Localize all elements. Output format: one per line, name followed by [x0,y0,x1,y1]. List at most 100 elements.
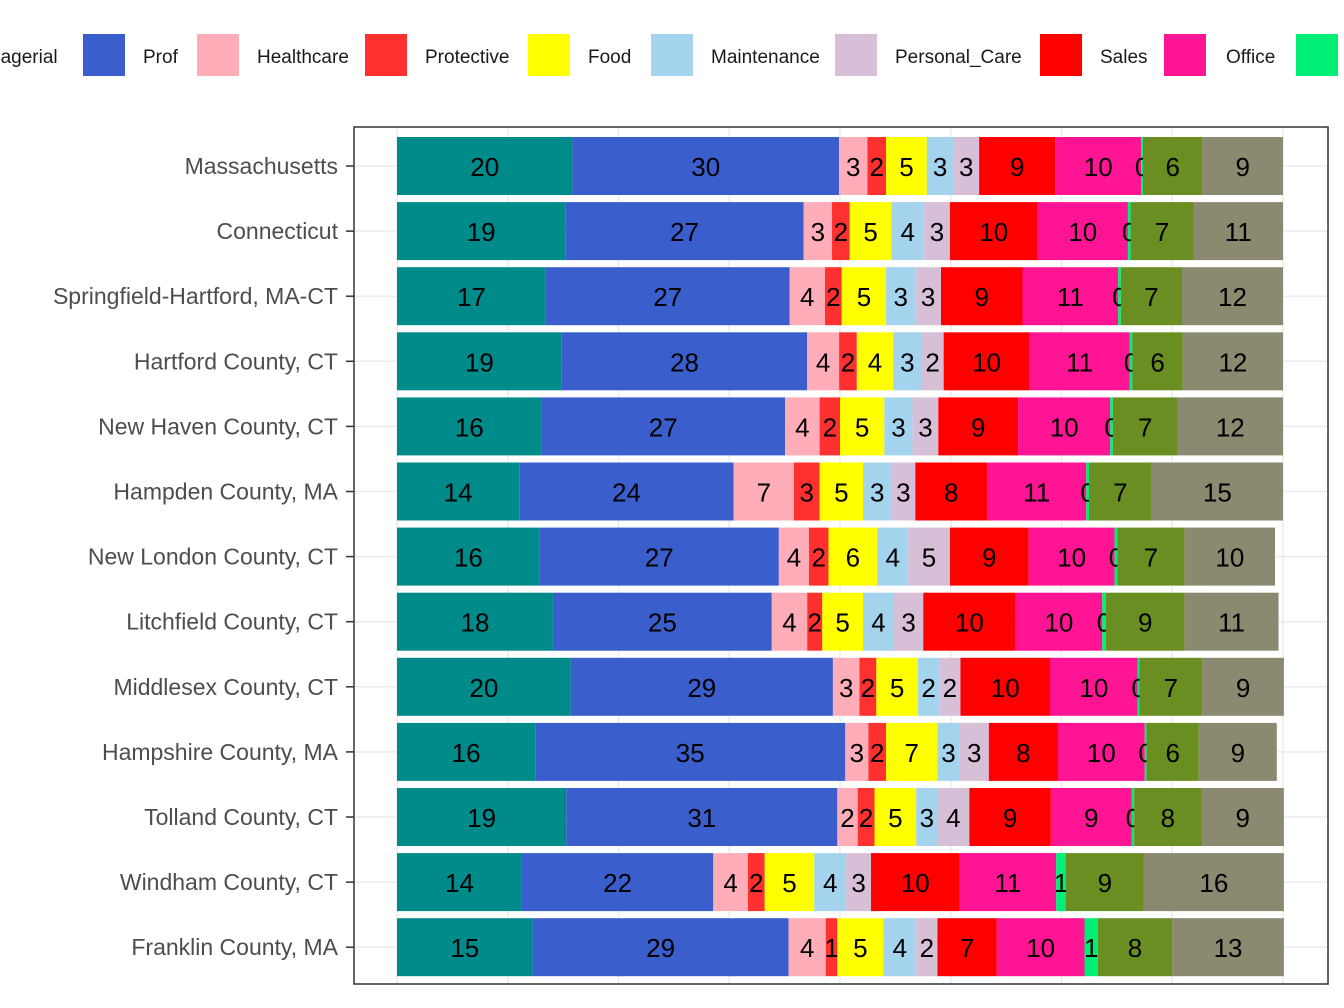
bar-segment-office [959,853,1057,912]
bar-segment-construction [1065,853,1144,912]
data-label: 3 [941,738,955,768]
bar-segment-prof [545,267,790,326]
bar-segment-maintenance [926,137,954,195]
bar-segment-farming [1129,332,1133,391]
bar-segment-office [1018,397,1111,456]
bar-segment-farming [1131,788,1135,846]
data-label: 28 [670,347,699,377]
bar-segment-protective [868,722,887,781]
data-label: 9 [1236,673,1250,703]
bar-segment-personal-care [937,788,970,846]
bar-row: 19 28 4 2 4 3 2 10 11 0 6 12 [397,332,1283,391]
data-label: 11 [1066,347,1093,377]
bar-segment-sales [923,592,1016,651]
bar-segment-food [819,462,864,521]
data-label: 22 [603,868,632,898]
bar-segment-office [1029,332,1130,391]
bar-segment-prof [566,788,838,846]
legend-swatch [1296,34,1338,76]
data-label: 13 [1214,933,1243,963]
data-label: 4 [800,933,814,963]
data-label: 19 [467,217,496,247]
data-label: 3 [930,217,944,247]
bar-segment-protective [747,853,765,912]
bar-segment-protective [825,918,838,977]
data-label: 24 [612,478,641,508]
legend-swatch [651,34,693,76]
data-label: 4 [823,868,837,898]
bar-segment-prof [539,527,779,586]
bar-row: 20 29 3 2 5 2 2 10 10 0 7 9 [397,657,1284,716]
bar-segment-prof [565,202,804,261]
bar-segment-construction [1117,527,1185,586]
bar-segment-sales [960,657,1050,716]
data-label: 16 [455,412,484,442]
legend-item-protective: Protective [365,34,509,76]
bar-segment-personal-care [953,137,980,195]
bar-segment-food [876,657,918,716]
y-tick-label: Hampshire County, MA [102,739,339,765]
bar-segment-farming [1056,853,1066,912]
bar-segment-farming [1137,657,1140,716]
data-label: 4 [901,217,915,247]
bar-segment-sales [943,332,1030,391]
bar-segment-protective [793,462,820,521]
data-label: 4 [816,347,830,377]
bar-segment-healthcare [789,267,825,326]
bar-segment-office [996,918,1085,977]
bar-segment-healthcare [807,332,840,391]
bar-segment-maintenance [884,397,913,456]
data-label: 5 [857,282,871,312]
legend-swatch [1164,34,1206,76]
bar-segment-office [1049,657,1138,716]
bar-segment-production [1184,527,1276,586]
data-label: 27 [649,412,678,442]
data-label: 17 [457,282,486,312]
bar-segment-healthcare [733,462,794,521]
data-label: 10 [1087,738,1116,768]
data-label: 7 [1144,543,1158,573]
data-label: 3 [933,152,947,182]
data-label: 7 [1144,282,1158,312]
data-label: 2 [870,152,884,182]
data-label: 9 [975,282,989,312]
data-label: 2 [834,217,848,247]
bar-segment-healthcare [713,853,748,912]
data-label: 27 [670,217,699,247]
data-label: 29 [687,673,716,703]
bar-segment-protective [867,137,887,195]
data-label: 11 [994,868,1021,898]
data-label: 16 [1199,868,1228,898]
data-label: 5 [855,412,869,442]
bar-row: 14 22 4 2 5 4 3 10 11 1 9 16 [397,853,1284,912]
legend-label: Prof [143,47,179,68]
data-label: 10 [1079,673,1108,703]
legend: nagerial Prof Healthcare Protective Food Main… [0,34,1338,76]
legend-label: nagerial [0,47,58,68]
data-label: 3 [846,152,860,182]
data-label: 20 [470,152,499,182]
legend-item-prof: Prof [83,34,179,76]
data-label: 4 [723,868,737,898]
data-label: 7 [960,933,974,963]
bar-segment-production [1172,918,1284,977]
data-label: 4 [946,803,960,833]
data-label: 20 [469,673,498,703]
bar-segment-healthcare [839,137,868,195]
data-label: 10 [1068,217,1097,247]
data-label: 4 [868,347,882,377]
data-label: 9 [1084,803,1098,833]
bar-segment-construction [1112,397,1178,456]
data-label: 8 [1128,933,1142,963]
legend-label: Sales [1100,47,1148,68]
bar-segment-sales [988,722,1058,781]
bar-segment-food [764,853,815,912]
legend-item-office: Office [1164,34,1275,76]
data-label: 14 [445,868,474,898]
bar-segment-office [1022,267,1119,326]
y-tick-label: Tolland County, CT [144,804,338,830]
bar-segment-farming [1114,527,1118,586]
bar-segment-personal-care [916,918,938,977]
bar-segment-food [822,592,864,651]
data-label: 10 [1044,608,1073,638]
